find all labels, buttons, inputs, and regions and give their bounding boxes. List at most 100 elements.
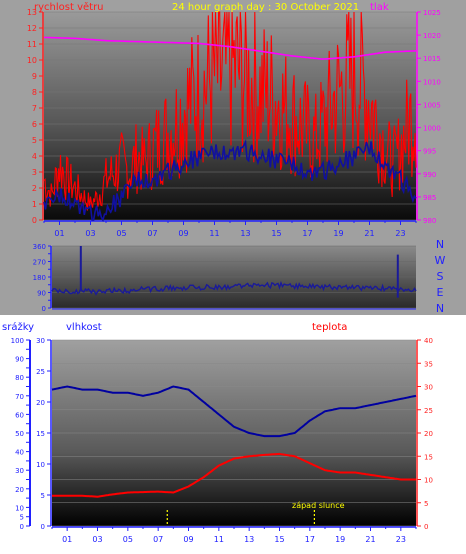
- wind-time-axis: 01 03 05 07 09 11 13 15 17 19 21 23: [43, 220, 417, 238]
- tick-label: 10: [424, 477, 433, 485]
- tick-label: 11: [214, 535, 224, 544]
- tick-label: 1: [32, 200, 37, 209]
- tick-label: 1005: [423, 101, 441, 109]
- tick-label: 90: [15, 356, 24, 364]
- tick-label: 70: [15, 393, 24, 401]
- tick-label: 21: [364, 229, 374, 238]
- tick-label: 15: [36, 430, 45, 438]
- temperature-line: [52, 452, 416, 498]
- tick-label: 10: [15, 504, 24, 512]
- tick-label: 1000: [423, 125, 441, 133]
- tick-label: 90: [37, 290, 46, 298]
- tick-label: 07: [153, 535, 163, 544]
- tick-label: 30: [15, 467, 24, 475]
- tick-label: 100: [11, 337, 24, 345]
- tick-label: 11: [27, 40, 37, 49]
- tick-label: 5: [41, 492, 45, 500]
- compass-e-label: E: [437, 286, 444, 299]
- tick-label: 5: [424, 500, 428, 508]
- pressure-line: [43, 36, 417, 60]
- humidity-temp-grid: [52, 339, 416, 527]
- tick-label: 1020: [423, 32, 441, 40]
- tick-label: 03: [92, 535, 102, 544]
- tick-label: 0: [32, 216, 37, 225]
- tick-label: 09: [183, 535, 193, 544]
- compass-n-label: N: [436, 238, 444, 251]
- tick-label: 19: [335, 535, 345, 544]
- chart-title: 24 hour graph day : 30 October 2021: [172, 2, 359, 13]
- tick-label: 12: [27, 24, 37, 33]
- tick-label: 5: [20, 514, 24, 522]
- tick-label: 35: [424, 360, 433, 368]
- tick-label: 30: [36, 337, 45, 345]
- bottom-time-axis: 01 03 05 07 09 11 13 15 17 19 21 23: [51, 526, 417, 544]
- tick-label: 0: [424, 523, 428, 531]
- tick-label: 13: [244, 535, 254, 544]
- tick-label: 50: [15, 430, 24, 438]
- tick-label: 23: [395, 229, 405, 238]
- tick-label: 7: [32, 104, 37, 113]
- tick-label: 8: [32, 88, 37, 97]
- tick-label: 80: [15, 374, 24, 382]
- tick-label: 15: [424, 453, 433, 461]
- tick-label: 180: [33, 274, 46, 282]
- tick-label: 19: [333, 229, 343, 238]
- tick-label: 5: [32, 136, 37, 145]
- wind-direction-line: [51, 280, 417, 296]
- sun-markers: [166, 510, 315, 526]
- tick-label: 21: [365, 535, 375, 544]
- tick-label: 1010: [423, 78, 441, 86]
- tick-label: 25: [424, 407, 433, 415]
- temperature-axis: 0 5 10 15 20 25 30 35 40: [416, 337, 433, 531]
- precip-axis: 05 10 20 30 40 50 60 70 80 90 100: [11, 337, 31, 531]
- tick-label: 985: [423, 194, 436, 202]
- tick-label: 9: [32, 72, 37, 81]
- tick-label: 3: [32, 168, 37, 177]
- tick-label: 2: [32, 184, 37, 193]
- sunset-label: západ slunce: [292, 501, 345, 510]
- tick-label: 990: [423, 171, 436, 179]
- tick-label: 360: [33, 243, 46, 251]
- tick-label: 40: [15, 449, 24, 457]
- tick-label: 40: [424, 337, 433, 345]
- tick-label: 17: [302, 229, 312, 238]
- tick-label: 09: [178, 229, 188, 238]
- tick-label: 15: [271, 229, 281, 238]
- tick-label: 01: [54, 229, 64, 238]
- tick-label: 10: [36, 461, 45, 469]
- tick-label: 11: [209, 229, 219, 238]
- humidity-line: [51, 385, 417, 438]
- compass-w-label: W: [435, 254, 446, 267]
- tick-label: 4: [32, 152, 37, 161]
- tick-label: 30: [424, 384, 433, 392]
- tick-label: 20: [36, 399, 45, 407]
- tick-label: 23: [396, 535, 406, 544]
- tick-label: 13: [27, 8, 37, 17]
- tick-label: 25: [36, 368, 45, 376]
- tick-label: 05: [123, 535, 133, 544]
- tick-label: 20: [15, 486, 24, 494]
- tick-label: 0: [41, 523, 45, 531]
- tick-label: 980: [423, 217, 436, 225]
- tick-label: 15: [274, 535, 284, 544]
- tick-label: 6: [32, 120, 37, 129]
- wind-speed-label: rychlost větru: [34, 1, 104, 13]
- tick-label: 1025: [423, 9, 441, 17]
- temperature-label: teplota: [312, 322, 347, 333]
- tick-label: 270: [33, 259, 46, 267]
- wind-gust-line: [43, 11, 417, 211]
- tick-label: 995: [423, 148, 436, 156]
- tick-label: 0: [20, 523, 24, 531]
- tick-label: 17: [305, 535, 315, 544]
- tick-label: 20: [424, 430, 433, 438]
- tick-label: 60: [15, 411, 24, 419]
- pressure-label: tlak: [370, 2, 389, 13]
- wind-gust-series: [43, 11, 417, 211]
- tick-label: 1015: [423, 55, 441, 63]
- humidity-label: vlhkost: [66, 322, 102, 333]
- tick-label: 01: [62, 535, 72, 544]
- tick-label: 10: [27, 56, 37, 65]
